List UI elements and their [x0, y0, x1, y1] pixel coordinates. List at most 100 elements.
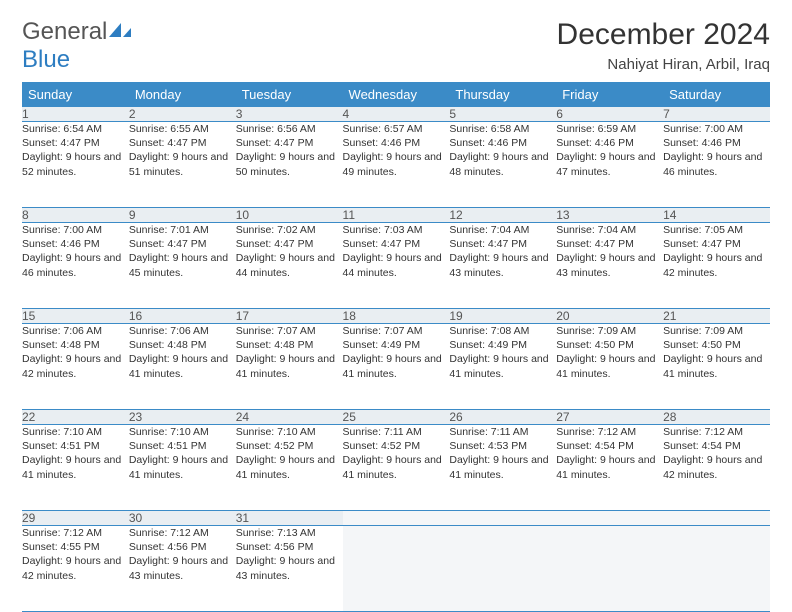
daylight-line: Daylight: 9 hours and 45 minutes. — [129, 251, 236, 279]
week-content-row: Sunrise: 7:00 AMSunset: 4:46 PMDaylight:… — [22, 223, 770, 309]
sunset-line: Sunset: 4:47 PM — [556, 237, 663, 251]
day-content-cell: Sunrise: 7:09 AMSunset: 4:50 PMDaylight:… — [663, 324, 770, 410]
day-content-cell: Sunrise: 7:01 AMSunset: 4:47 PMDaylight:… — [129, 223, 236, 309]
daylight-line: Daylight: 9 hours and 49 minutes. — [343, 150, 450, 178]
day-content-cell: Sunrise: 7:12 AMSunset: 4:55 PMDaylight:… — [22, 526, 129, 612]
day-number-cell: 19 — [449, 309, 556, 324]
daylight-line: Daylight: 9 hours and 44 minutes. — [236, 251, 343, 279]
daylight-line: Daylight: 9 hours and 41 minutes. — [129, 352, 236, 380]
sunset-line: Sunset: 4:46 PM — [22, 237, 129, 251]
week-content-row: Sunrise: 7:12 AMSunset: 4:55 PMDaylight:… — [22, 526, 770, 612]
daylight-line: Daylight: 9 hours and 42 minutes. — [663, 453, 770, 481]
day-content-cell — [343, 526, 450, 612]
sunrise-line: Sunrise: 7:01 AM — [129, 223, 236, 237]
sunset-line: Sunset: 4:48 PM — [22, 338, 129, 352]
day-number-cell: 27 — [556, 410, 663, 425]
day-number-cell — [449, 511, 556, 526]
sunset-line: Sunset: 4:51 PM — [22, 439, 129, 453]
day-number-cell: 20 — [556, 309, 663, 324]
daylight-line: Daylight: 9 hours and 42 minutes. — [22, 554, 129, 582]
sunset-line: Sunset: 4:46 PM — [449, 136, 556, 150]
day-content-cell: Sunrise: 7:11 AMSunset: 4:52 PMDaylight:… — [343, 425, 450, 511]
day-content-cell: Sunrise: 7:13 AMSunset: 4:56 PMDaylight:… — [236, 526, 343, 612]
daylight-line: Daylight: 9 hours and 52 minutes. — [22, 150, 129, 178]
weekday-header: Wednesday — [343, 82, 450, 107]
day-number-cell: 30 — [129, 511, 236, 526]
sunset-line: Sunset: 4:49 PM — [449, 338, 556, 352]
day-number-cell — [663, 511, 770, 526]
week-daynum-row: 15161718192021 — [22, 309, 770, 324]
sunrise-line: Sunrise: 6:54 AM — [22, 122, 129, 136]
daylight-line: Daylight: 9 hours and 43 minutes. — [556, 251, 663, 279]
sunrise-line: Sunrise: 7:04 AM — [449, 223, 556, 237]
sunset-line: Sunset: 4:53 PM — [449, 439, 556, 453]
weekday-header: Thursday — [449, 82, 556, 107]
day-number-cell: 25 — [343, 410, 450, 425]
calendar-body: 1234567Sunrise: 6:54 AMSunset: 4:47 PMDa… — [22, 107, 770, 612]
sunset-line: Sunset: 4:52 PM — [236, 439, 343, 453]
sunrise-line: Sunrise: 7:04 AM — [556, 223, 663, 237]
daylight-line: Daylight: 9 hours and 43 minutes. — [449, 251, 556, 279]
sunrise-line: Sunrise: 6:57 AM — [343, 122, 450, 136]
sunrise-line: Sunrise: 7:11 AM — [343, 425, 450, 439]
day-number-cell: 11 — [343, 208, 450, 223]
brand-name: General Blue — [22, 18, 133, 74]
sunrise-line: Sunrise: 7:11 AM — [449, 425, 556, 439]
day-number-cell: 2 — [129, 107, 236, 122]
sunrise-line: Sunrise: 7:10 AM — [129, 425, 236, 439]
day-number-cell — [556, 511, 663, 526]
sunset-line: Sunset: 4:47 PM — [236, 136, 343, 150]
daylight-line: Daylight: 9 hours and 41 minutes. — [663, 352, 770, 380]
day-number-cell: 18 — [343, 309, 450, 324]
brand-sail-icon — [107, 21, 133, 39]
daylight-line: Daylight: 9 hours and 41 minutes. — [449, 352, 556, 380]
day-content-cell — [449, 526, 556, 612]
weekday-header: Friday — [556, 82, 663, 107]
sunrise-line: Sunrise: 7:09 AM — [556, 324, 663, 338]
month-title: December 2024 — [557, 18, 770, 52]
day-content-cell: Sunrise: 7:12 AMSunset: 4:54 PMDaylight:… — [556, 425, 663, 511]
sunrise-line: Sunrise: 6:55 AM — [129, 122, 236, 136]
sunrise-line: Sunrise: 7:10 AM — [22, 425, 129, 439]
day-content-cell: Sunrise: 7:04 AMSunset: 4:47 PMDaylight:… — [449, 223, 556, 309]
sunset-line: Sunset: 4:54 PM — [556, 439, 663, 453]
sunset-line: Sunset: 4:47 PM — [343, 237, 450, 251]
sunrise-line: Sunrise: 7:08 AM — [449, 324, 556, 338]
week-content-row: Sunrise: 6:54 AMSunset: 4:47 PMDaylight:… — [22, 122, 770, 208]
sunset-line: Sunset: 4:47 PM — [236, 237, 343, 251]
day-content-cell: Sunrise: 7:10 AMSunset: 4:52 PMDaylight:… — [236, 425, 343, 511]
day-number-cell: 26 — [449, 410, 556, 425]
day-content-cell — [556, 526, 663, 612]
day-content-cell: Sunrise: 7:07 AMSunset: 4:48 PMDaylight:… — [236, 324, 343, 410]
sunrise-line: Sunrise: 7:00 AM — [663, 122, 770, 136]
daylight-line: Daylight: 9 hours and 43 minutes. — [129, 554, 236, 582]
day-number-cell: 22 — [22, 410, 129, 425]
weekday-header: Sunday — [22, 82, 129, 107]
week-daynum-row: 1234567 — [22, 107, 770, 122]
daylight-line: Daylight: 9 hours and 41 minutes. — [22, 453, 129, 481]
sunrise-line: Sunrise: 7:07 AM — [236, 324, 343, 338]
day-number-cell: 4 — [343, 107, 450, 122]
sunrise-line: Sunrise: 7:10 AM — [236, 425, 343, 439]
daylight-line: Daylight: 9 hours and 42 minutes. — [22, 352, 129, 380]
daylight-line: Daylight: 9 hours and 46 minutes. — [22, 251, 129, 279]
day-content-cell: Sunrise: 7:05 AMSunset: 4:47 PMDaylight:… — [663, 223, 770, 309]
day-number-cell: 13 — [556, 208, 663, 223]
title-block: December 2024 Nahiyat Hiran, Arbil, Iraq — [557, 18, 770, 73]
sunset-line: Sunset: 4:46 PM — [556, 136, 663, 150]
day-number-cell: 5 — [449, 107, 556, 122]
brand-part2: Blue — [22, 46, 70, 73]
sunrise-line: Sunrise: 7:05 AM — [663, 223, 770, 237]
location: Nahiyat Hiran, Arbil, Iraq — [557, 56, 770, 73]
sunrise-line: Sunrise: 7:12 AM — [556, 425, 663, 439]
day-number-cell: 23 — [129, 410, 236, 425]
daylight-line: Daylight: 9 hours and 46 minutes. — [663, 150, 770, 178]
day-content-cell: Sunrise: 7:12 AMSunset: 4:54 PMDaylight:… — [663, 425, 770, 511]
daylight-line: Daylight: 9 hours and 42 minutes. — [663, 251, 770, 279]
day-number-cell: 31 — [236, 511, 343, 526]
daylight-line: Daylight: 9 hours and 41 minutes. — [236, 352, 343, 380]
day-content-cell — [663, 526, 770, 612]
daylight-line: Daylight: 9 hours and 41 minutes. — [236, 453, 343, 481]
brand-logo: General Blue — [22, 18, 133, 74]
sunset-line: Sunset: 4:46 PM — [663, 136, 770, 150]
